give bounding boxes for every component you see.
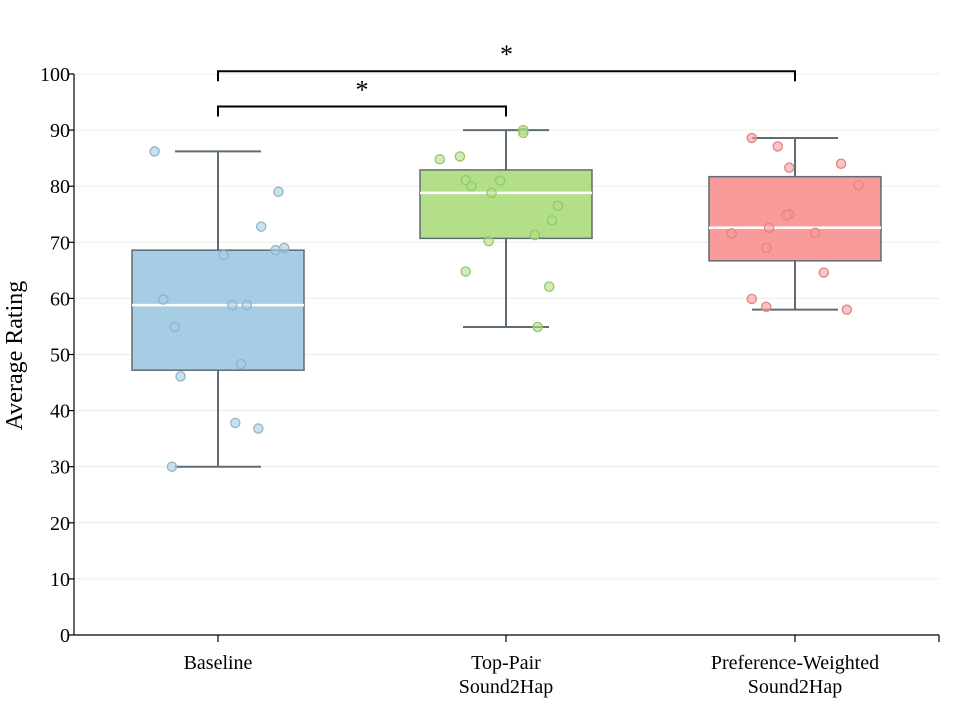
data-point <box>853 179 864 191</box>
data-point <box>518 127 529 139</box>
significance-bracket <box>217 70 796 82</box>
data-point <box>230 417 241 429</box>
data-point <box>532 321 543 333</box>
data-point <box>818 267 830 278</box>
significance-bracket <box>217 105 507 117</box>
data-point <box>253 423 264 434</box>
data-point <box>772 141 783 152</box>
x-tick-label: Baseline <box>184 652 253 674</box>
y-tick-label: 20 <box>50 513 70 535</box>
data-point <box>760 301 772 313</box>
y-tick-label: 60 <box>50 288 70 310</box>
y-tick-label: 0 <box>60 625 70 647</box>
data-point <box>783 162 795 173</box>
data-point <box>486 187 497 199</box>
data-point <box>166 461 178 472</box>
x-tick-label: Preference-Weighted <box>711 652 879 674</box>
data-point <box>169 321 181 333</box>
y-tick-label: 100 <box>40 64 70 86</box>
data-point <box>546 215 558 226</box>
boxes <box>131 129 882 468</box>
iqr-box <box>131 249 305 371</box>
y-tick-label: 40 <box>50 401 70 423</box>
y-tick-label: 70 <box>50 232 70 254</box>
significance-brackets: ** <box>217 40 796 117</box>
data-point <box>460 266 471 277</box>
data-point <box>273 186 284 198</box>
data-point <box>434 154 446 165</box>
x-tick-label: Sound2Hap <box>459 676 553 698</box>
data-point <box>227 299 238 311</box>
y-tick-label: 30 <box>50 457 70 479</box>
y-tick-label: 80 <box>50 176 70 198</box>
data-point <box>746 293 758 305</box>
data-point <box>494 175 506 186</box>
significance-label: * <box>500 40 513 69</box>
data-point <box>835 158 847 170</box>
x-tick-label: Top-Pair <box>471 652 541 674</box>
data-point <box>278 242 290 254</box>
data-point <box>175 371 186 382</box>
data-point <box>241 299 253 311</box>
data-point <box>763 222 775 233</box>
data-point <box>270 244 281 256</box>
x-tick-label: Sound2Hap <box>748 676 842 698</box>
data-point <box>809 227 821 239</box>
y-tick-label: 90 <box>50 120 70 142</box>
data-point <box>149 146 160 157</box>
data-point <box>746 132 758 144</box>
axes: 0 10 20 30 40 50 60 70 80 90 100 <box>40 64 940 647</box>
data-point <box>529 229 541 241</box>
iqr-box <box>708 175 882 262</box>
data-point <box>218 249 230 261</box>
data-point <box>841 304 853 315</box>
data-point <box>543 281 555 292</box>
data-point <box>454 151 466 162</box>
y-tick-label: 50 <box>50 345 70 367</box>
data-point <box>726 228 737 239</box>
data-points <box>149 124 864 472</box>
data-point <box>158 294 169 305</box>
data-point <box>235 358 247 370</box>
axis-labels: Baseline Top-PairSound2HapPreference-Weig… <box>2 281 879 698</box>
y-tick-label: 10 <box>50 569 70 591</box>
data-point <box>466 180 477 192</box>
iqr-box <box>419 169 593 240</box>
y-axis-label: Average Rating <box>2 281 28 431</box>
data-point <box>255 221 267 232</box>
data-point <box>781 210 792 221</box>
data-point <box>760 242 772 254</box>
data-point <box>552 200 564 212</box>
significance-label: * <box>356 76 369 105</box>
data-point <box>483 235 494 247</box>
